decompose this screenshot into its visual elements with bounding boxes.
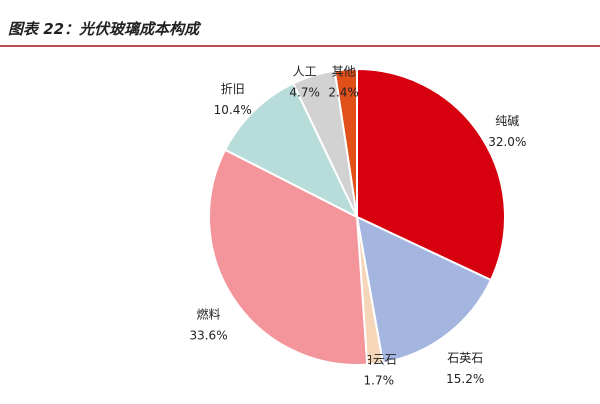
slice-label: 其他 (332, 65, 356, 79)
pie-slice (333, 67, 358, 218)
slice-value: 10.4% (214, 103, 252, 117)
pie-slice (223, 82, 360, 220)
slice-value: 15.2% (446, 372, 484, 386)
slice-label: 燃料 (197, 307, 221, 322)
slice-label: 人工 (293, 65, 317, 79)
slice-value: 2.4% (328, 86, 359, 100)
chart-title: 图表 22：光伏玻璃成本构成 (8, 20, 202, 38)
slice-value: 1.7% (364, 374, 395, 388)
slice-label: 白云石 (361, 352, 397, 367)
slice-label: 石英石 (447, 351, 483, 365)
pie-slice (208, 148, 369, 366)
slice-value: 32.0% (488, 135, 526, 149)
slice-label: 纯碱 (495, 114, 519, 128)
slice-value: 33.6% (189, 329, 227, 343)
pie-slice (355, 215, 493, 364)
slice-label: 折旧 (221, 81, 245, 96)
slice-value: 4.7% (289, 86, 320, 100)
pie-slice (356, 67, 506, 282)
